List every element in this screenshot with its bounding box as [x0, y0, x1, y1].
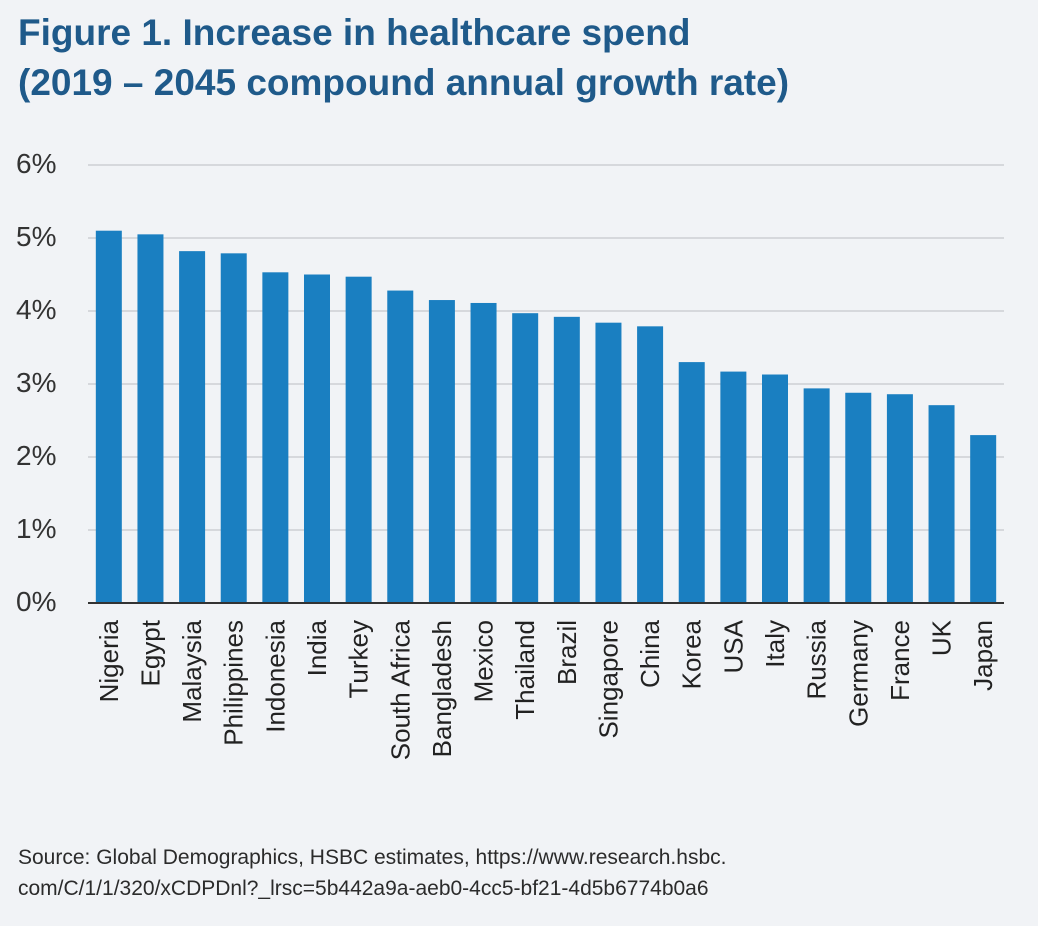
bar	[762, 374, 788, 603]
y-tick-label: 1%	[16, 513, 56, 544]
bar	[304, 274, 330, 603]
bar	[928, 405, 955, 603]
source-line-2: com/C/1/1/320/xCDPDnl?_lrsc=5b442a9a-aeb…	[18, 877, 709, 900]
bar	[428, 300, 455, 603]
x-tick-label: South Africa	[385, 619, 415, 760]
bar	[137, 234, 164, 603]
title-line-1: Figure 1. Increase in healthcare spend	[18, 12, 691, 53]
bar	[512, 313, 539, 603]
x-tick-label: Russia	[802, 619, 832, 699]
x-tick-label: Egypt	[135, 619, 165, 686]
x-tick-label: India	[302, 619, 332, 676]
source-note: Source: Global Demographics, HSBC estima…	[18, 842, 1028, 904]
bar	[345, 276, 372, 603]
x-tick-label: Japan	[968, 620, 998, 691]
x-tick-label: Mexico	[469, 620, 499, 702]
bar	[803, 388, 830, 603]
bar	[845, 392, 872, 603]
x-tick-label: Korea	[677, 619, 707, 689]
x-tick-label: Germany	[843, 620, 873, 727]
y-tick-label: 4%	[16, 294, 56, 325]
bar	[886, 394, 913, 603]
bar	[95, 230, 122, 603]
chart-title: Figure 1. Increase in healthcare spend (…	[18, 8, 1018, 108]
x-tick-label: Philippines	[219, 620, 249, 746]
x-tick-label: Indonesia	[260, 619, 290, 732]
y-tick-label: 2%	[16, 440, 56, 471]
x-tick-label: Italy	[760, 620, 790, 668]
bar	[220, 253, 247, 603]
x-tick-label: Brazil	[552, 620, 582, 685]
bar	[678, 362, 705, 603]
bar	[262, 272, 289, 603]
bar	[720, 371, 747, 603]
source-line-1: Source: Global Demographics, HSBC estima…	[18, 846, 727, 869]
bar	[470, 302, 497, 603]
x-tick-label: USA	[718, 619, 748, 673]
y-tick-label: 0%	[16, 586, 56, 617]
bar	[179, 251, 206, 603]
title-line-2: (2019 – 2045 compound annual growth rate…	[18, 62, 790, 103]
bar	[387, 290, 414, 603]
bar	[553, 316, 580, 603]
bar	[637, 326, 664, 603]
x-tick-label: Thailand	[510, 620, 540, 720]
x-tick-label: Nigeria	[94, 619, 124, 702]
y-tick-label: 3%	[16, 367, 56, 398]
x-tick-label: Bangladesh	[427, 620, 457, 757]
x-tick-label: China	[635, 619, 665, 687]
x-tick-label: France	[885, 620, 915, 701]
x-tick-label: UK	[927, 619, 957, 656]
y-tick-label: 6%	[16, 148, 56, 179]
x-tick-label: Singapore	[593, 620, 623, 739]
x-tick-label: Malaysia	[177, 619, 207, 722]
y-tick-label: 5%	[16, 221, 56, 252]
x-tick-label: Turkey	[344, 620, 374, 699]
bar	[595, 322, 622, 603]
bar	[970, 435, 997, 603]
